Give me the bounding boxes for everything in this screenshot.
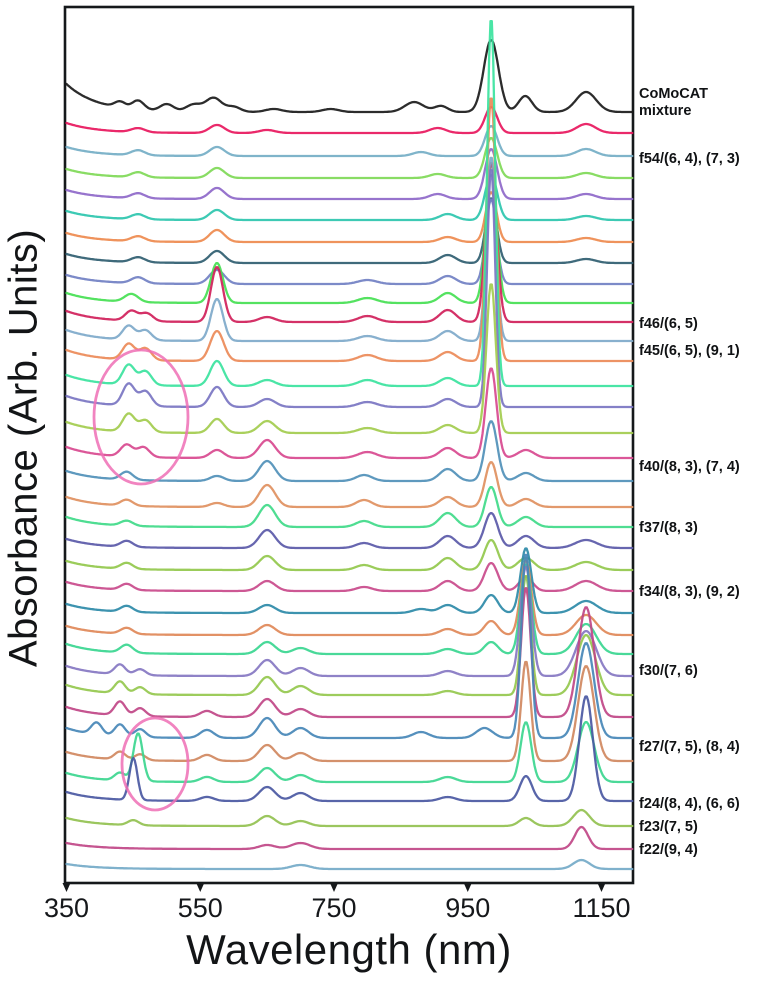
x-tick-label: 950 (445, 893, 491, 923)
highlight-ellipse-1 (120, 716, 190, 812)
x-tick-label: 1150 (572, 893, 631, 923)
x-tick-label: 550 (177, 893, 223, 923)
x-tick-label: 750 (311, 893, 357, 923)
highlight-ellipse-0 (92, 348, 190, 486)
spectrum-curve-7 (65, 197, 634, 265)
spectrum-curve-1 (65, 106, 634, 135)
spectrum-curve-23 (65, 547, 634, 615)
spectrum-curve-11 (65, 156, 634, 343)
spectrum-curve-10 (65, 162, 634, 324)
spectrum-curve-3 (65, 137, 634, 180)
curve-label: f30/(7, 6) (639, 663, 698, 679)
spectrum-curve-6 (65, 191, 634, 244)
plot-frame (63, 5, 635, 885)
spectrum-curve-27 (65, 575, 634, 697)
spectrum-curve-20 (65, 512, 634, 550)
spectrum-curve-4 (65, 148, 634, 201)
x-tick-mark (597, 883, 606, 892)
spectrum-curve-14 (65, 169, 634, 409)
x-tick-mark (196, 883, 205, 892)
spectrum-curve-5 (65, 174, 634, 222)
x-tick-mark (62, 883, 71, 892)
spectrum-curve-17 (65, 420, 634, 483)
spectrum-curve-15 (65, 283, 634, 435)
spectrum-curve-34 (65, 825, 634, 851)
y-axis-label: Absorbance (Arb. Units) (1, 228, 46, 668)
curve-label: f46/(6, 5) (639, 316, 698, 332)
curve-label: f27/(7, 5), (8, 4) (639, 739, 740, 755)
curve-label: f45/(6, 5), (9, 1) (639, 343, 740, 359)
spectrum-curve-28 (65, 587, 634, 719)
spectrum-curve-24 (65, 559, 634, 637)
curve-label: CoMoCAT mixture (639, 86, 708, 120)
spectrum-curve-26 (65, 565, 634, 678)
curve-label: f40/(8, 3), (7, 4) (639, 459, 740, 475)
curve-label: f23/(7, 5) (639, 819, 698, 835)
x-axis-label: Wavelength (nm) (186, 926, 512, 973)
spectrum-curve-21 (65, 538, 634, 572)
spectrum-curve-16 (65, 367, 634, 460)
x-tick-label: 350 (43, 893, 90, 923)
curve-label: f37/(8, 3) (639, 520, 698, 536)
spectrum-curve-29 (65, 553, 634, 740)
spectrum-curve-30 (65, 660, 634, 763)
spectrum-curve-13 (65, 19, 634, 388)
x-tick-mark (330, 883, 338, 892)
curve-label: f24/(8, 4), (6, 6) (639, 796, 740, 812)
spectrum-curve-31 (65, 721, 634, 784)
spectrum-curve-25 (65, 563, 634, 656)
spectrum-curve-22 (65, 561, 634, 593)
curve-label: f34/(8, 3), (9, 2) (639, 584, 740, 600)
curve-label: f54/(6, 4), (7, 3) (639, 151, 740, 167)
spectrum-curve-32 (65, 695, 634, 803)
curve-label: f22/(9, 4) (639, 842, 698, 858)
spectrum-curve-35 (65, 858, 634, 871)
spectrum-curve-33 (65, 808, 634, 828)
spectrum-curve-18 (65, 461, 634, 509)
spectrum-curve-12 (65, 97, 634, 363)
spectrum-curve-2 (65, 125, 634, 158)
x-tick-mark (463, 883, 472, 892)
spectrum-curve-0 (65, 39, 634, 114)
spectrum-curve-8 (65, 198, 634, 286)
spectrum-curve-9 (65, 162, 634, 305)
spectrum-curve-19 (65, 486, 634, 529)
